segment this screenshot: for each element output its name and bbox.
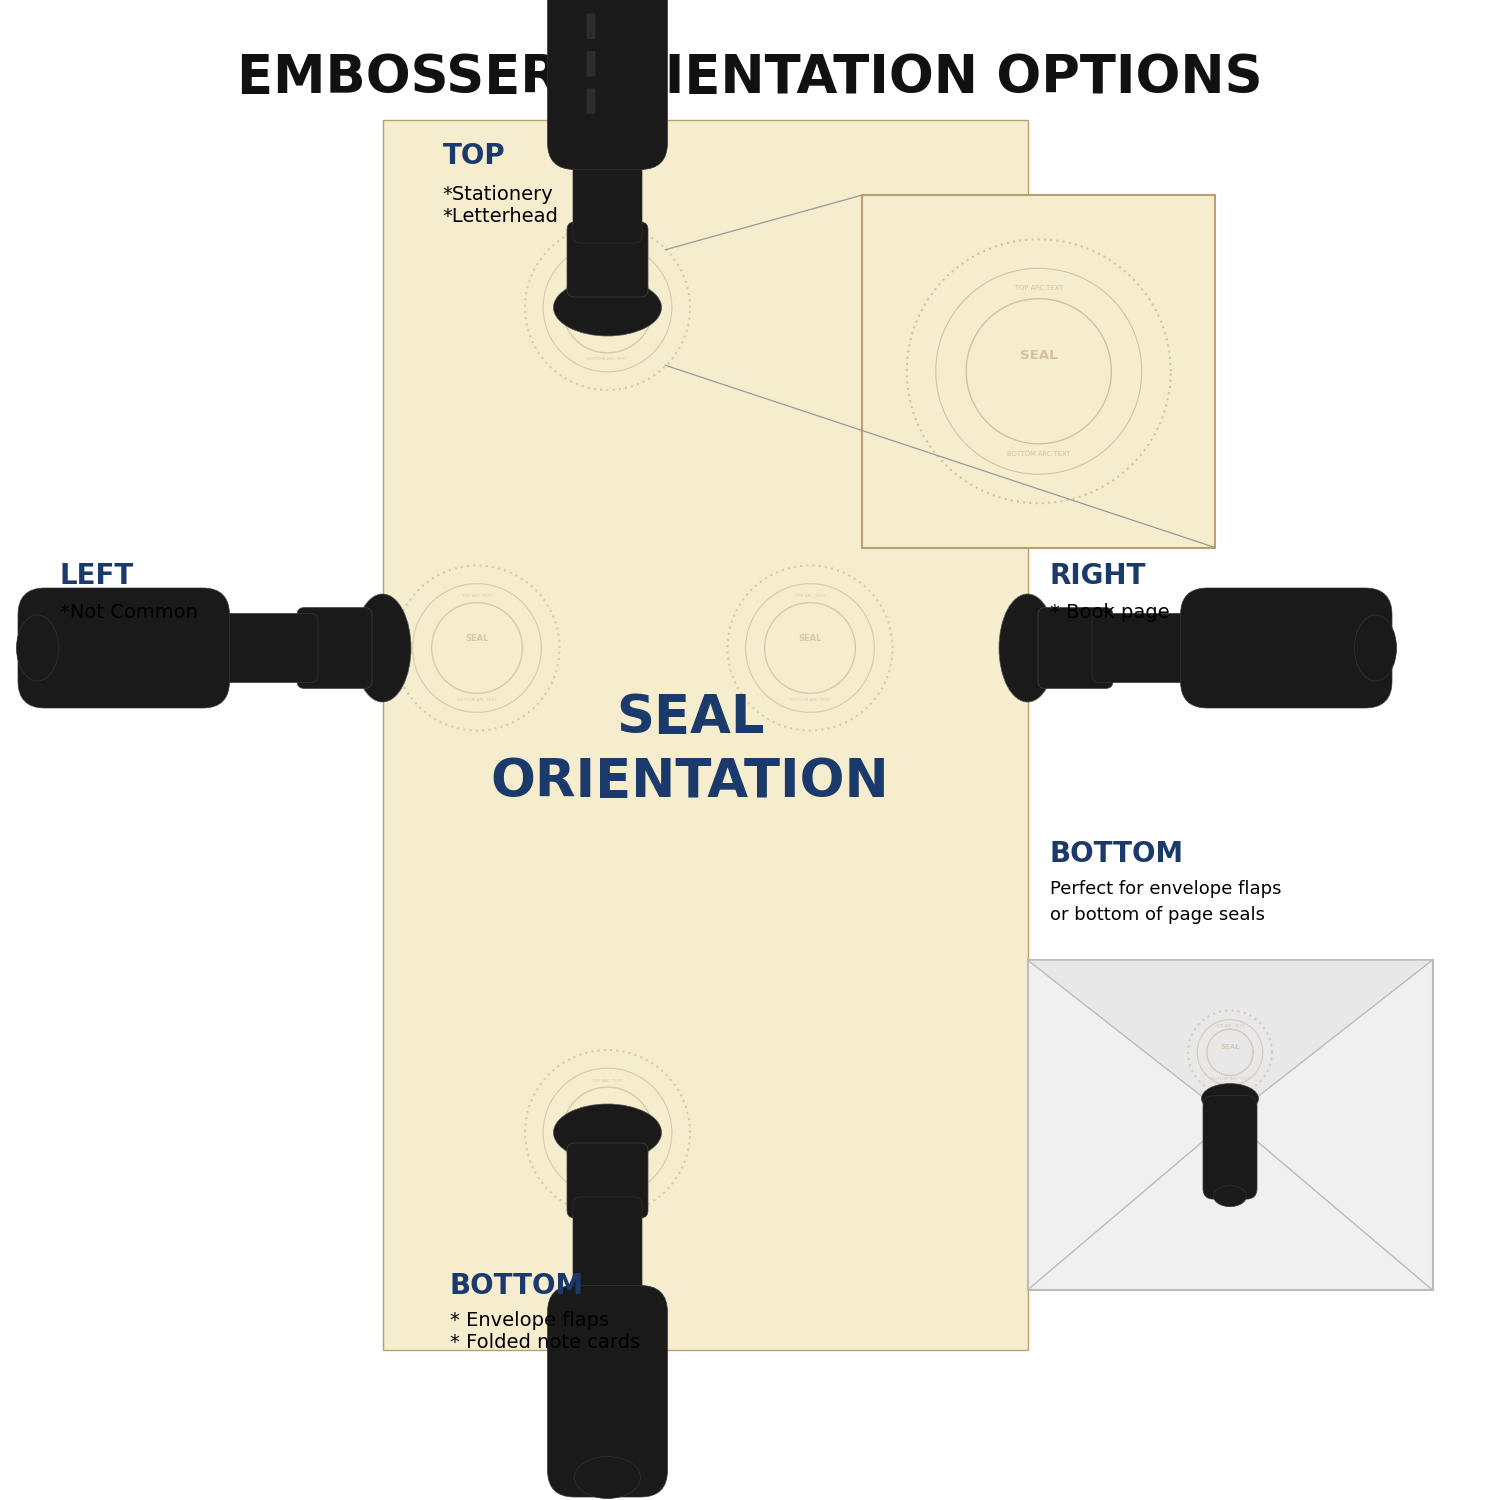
FancyBboxPatch shape (1038, 608, 1113, 688)
Text: SEAL: SEAL (596, 292, 619, 302)
Text: * Envelope flaps
* Folded note cards: * Envelope flaps * Folded note cards (450, 1311, 640, 1352)
Text: TOP ARC TEXT: TOP ARC TEXT (1014, 285, 1064, 291)
FancyBboxPatch shape (18, 588, 229, 708)
Ellipse shape (554, 279, 662, 336)
Text: BOTTOM ARC TEXT: BOTTOM ARC TEXT (458, 698, 497, 702)
Text: * Book page: * Book page (1050, 603, 1170, 622)
FancyBboxPatch shape (573, 1197, 642, 1317)
Text: BOTTOM ARC TEXT: BOTTOM ARC TEXT (1210, 1077, 1249, 1082)
Text: SEAL: SEAL (465, 633, 489, 642)
FancyBboxPatch shape (1092, 614, 1212, 682)
Text: *Stationery
*Letterhead: *Stationery *Letterhead (442, 184, 558, 225)
FancyBboxPatch shape (1203, 1095, 1257, 1198)
FancyBboxPatch shape (573, 123, 642, 243)
FancyBboxPatch shape (567, 1143, 648, 1218)
Ellipse shape (999, 594, 1056, 702)
FancyBboxPatch shape (1180, 588, 1392, 708)
FancyBboxPatch shape (862, 195, 1215, 548)
Text: SEAL: SEAL (596, 1118, 619, 1126)
FancyBboxPatch shape (586, 51, 596, 76)
Text: TOP ARC TEXT: TOP ARC TEXT (1215, 1024, 1245, 1028)
FancyBboxPatch shape (548, 0, 668, 170)
Text: BOTTOM ARC TEXT: BOTTOM ARC TEXT (1007, 452, 1071, 458)
Ellipse shape (354, 594, 411, 702)
Text: SEAL: SEAL (1020, 350, 1058, 361)
Text: BOTTOM ARC TEXT: BOTTOM ARC TEXT (588, 1182, 627, 1186)
Text: TOP ARC TEXT: TOP ARC TEXT (592, 254, 622, 258)
Polygon shape (1028, 960, 1432, 1119)
Text: LEFT: LEFT (60, 562, 135, 591)
Text: Perfect for envelope flaps
or bottom of page seals: Perfect for envelope flaps or bottom of … (1050, 880, 1281, 924)
FancyBboxPatch shape (382, 120, 1028, 1350)
Ellipse shape (1354, 615, 1396, 681)
FancyBboxPatch shape (297, 608, 372, 688)
Text: RIGHT: RIGHT (1050, 562, 1146, 591)
Text: TOP ARC TEXT: TOP ARC TEXT (592, 1078, 622, 1083)
Ellipse shape (574, 1456, 640, 1498)
Text: BOTTOM: BOTTOM (1050, 840, 1184, 868)
Text: SEAL: SEAL (798, 633, 822, 642)
FancyBboxPatch shape (567, 222, 648, 297)
Text: TOP: TOP (442, 142, 506, 171)
Text: TOP ARC TEXT: TOP ARC TEXT (462, 594, 492, 598)
FancyBboxPatch shape (586, 13, 596, 39)
FancyBboxPatch shape (548, 1286, 668, 1497)
FancyBboxPatch shape (586, 88, 596, 114)
Ellipse shape (1214, 1185, 1246, 1206)
Text: *Not Common: *Not Common (60, 603, 198, 622)
Ellipse shape (554, 1104, 662, 1161)
Text: BOTTOM ARC TEXT: BOTTOM ARC TEXT (790, 698, 830, 702)
FancyBboxPatch shape (1028, 960, 1432, 1290)
Ellipse shape (16, 615, 58, 681)
Text: BOTTOM ARC TEXT: BOTTOM ARC TEXT (588, 357, 627, 362)
Text: EMBOSSER ORIENTATION OPTIONS: EMBOSSER ORIENTATION OPTIONS (237, 53, 1263, 105)
Text: TOP ARC TEXT: TOP ARC TEXT (795, 594, 825, 598)
Text: SEAL
ORIENTATION: SEAL ORIENTATION (490, 692, 890, 808)
Text: BOTTOM: BOTTOM (450, 1272, 584, 1300)
FancyBboxPatch shape (198, 614, 318, 682)
Ellipse shape (1202, 1083, 1258, 1113)
Text: SEAL: SEAL (1221, 1044, 1239, 1050)
